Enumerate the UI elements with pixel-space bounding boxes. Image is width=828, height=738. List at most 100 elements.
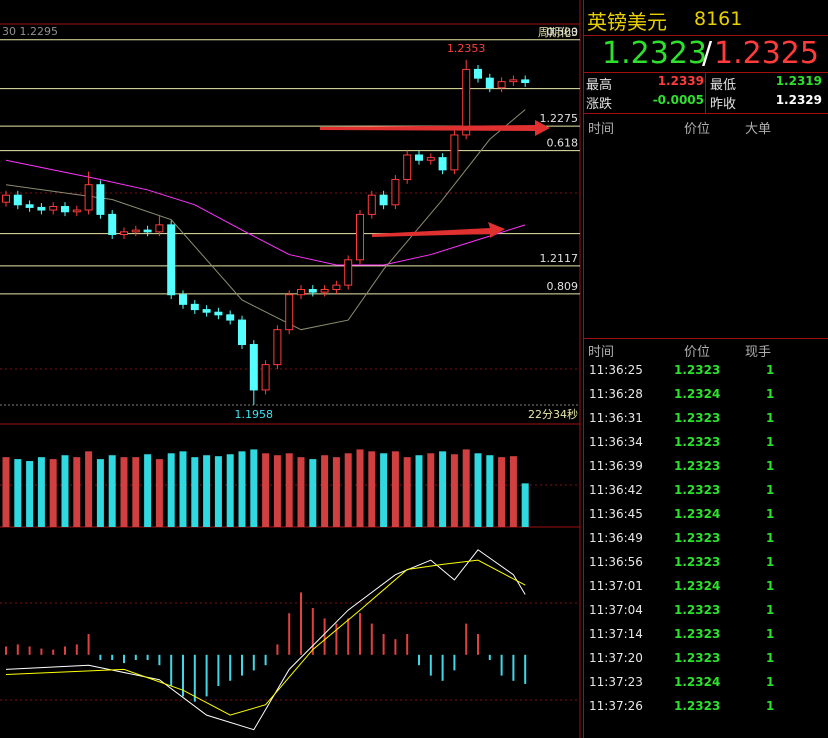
candle-body	[308, 289, 317, 293]
candle-body	[485, 77, 494, 89]
volume-bar	[37, 457, 45, 527]
volume-bar	[486, 455, 494, 527]
macd-bar	[418, 654, 420, 666]
volume-bar	[96, 459, 104, 527]
time-left: 22分34秒	[528, 407, 578, 421]
candle-body	[297, 289, 305, 296]
tick-size: 1	[766, 435, 775, 449]
candle-body	[2, 194, 10, 203]
divider	[583, 72, 828, 73]
column-header: 时间	[588, 122, 615, 137]
macd-bar	[170, 654, 173, 686]
candle-body	[167, 224, 176, 296]
candle-body	[320, 289, 329, 293]
volume-bar	[2, 457, 10, 527]
instrument-code: 8161	[694, 8, 743, 30]
macd-bar	[311, 608, 314, 655]
tick-size: 1	[766, 459, 775, 473]
candle-body	[521, 79, 530, 84]
volume-bar	[403, 457, 411, 527]
volume-bar	[73, 457, 81, 527]
candle-body	[438, 157, 447, 171]
volume-bar	[26, 461, 34, 527]
candle-body	[344, 259, 353, 286]
volume-bar	[49, 459, 57, 527]
tick-size: 1	[766, 603, 775, 617]
volume-bar	[344, 453, 352, 527]
arrow	[320, 120, 550, 136]
macd-bar	[465, 623, 468, 655]
candle-body	[391, 178, 400, 206]
macd-bar	[252, 654, 255, 671]
candle-body	[131, 229, 140, 233]
volume-bar	[144, 454, 152, 527]
low-label: 1.1958	[235, 408, 274, 421]
candle-body	[155, 224, 164, 233]
macd-bar	[99, 654, 102, 660]
tick-price: 1.2323	[674, 555, 721, 569]
instrument-name: 英镑美元	[587, 10, 667, 34]
tick-price: 1.2323	[674, 699, 721, 713]
stat-value: -0.0005	[652, 93, 704, 107]
macd-bar	[524, 654, 527, 684]
tick-size: 1	[766, 531, 775, 545]
volume-bar	[321, 455, 329, 527]
volume-bar	[427, 453, 435, 527]
column-header: 时间	[588, 345, 615, 360]
tick-time: 11:36:25	[589, 363, 643, 377]
candle-body	[37, 206, 46, 211]
macd-bar	[205, 654, 208, 697]
volume-bar	[85, 451, 93, 527]
volume-bar	[191, 457, 199, 527]
candle-body	[13, 194, 22, 206]
candle-body	[403, 154, 412, 180]
volume-bar	[61, 455, 69, 527]
tick-size: 1	[766, 651, 775, 665]
stat-label: 最高	[586, 78, 613, 93]
tick-time: 11:36:45	[589, 507, 643, 521]
tick-size: 1	[766, 483, 775, 497]
macd-bar	[370, 623, 373, 655]
macd-bar	[441, 654, 444, 681]
volume-bar	[108, 455, 116, 527]
tick-price: 1.2323	[674, 531, 721, 545]
macd-bar	[75, 644, 78, 655]
macd-bar	[193, 654, 196, 702]
macd-bar	[488, 654, 491, 660]
macd-bar	[40, 648, 43, 655]
tick-time: 11:37:01	[589, 579, 643, 593]
candle-body	[426, 157, 435, 161]
tick-time: 11:37:14	[589, 627, 643, 641]
volume-bar	[14, 459, 22, 527]
candle-body	[450, 134, 459, 171]
macd-bar	[512, 654, 515, 681]
stat-label: 涨跌	[586, 97, 613, 112]
divider	[705, 73, 706, 113]
tick-price: 1.2323	[674, 435, 721, 449]
macd-bar	[87, 634, 90, 655]
candle-body	[108, 213, 117, 235]
tick-time: 11:37:20	[589, 651, 643, 665]
candle-body	[367, 194, 376, 215]
macd-bar	[323, 618, 326, 655]
volume-bar	[203, 455, 211, 527]
tick-price: 1.2323	[674, 459, 721, 473]
header-left: 30 1.2295	[2, 25, 58, 38]
volume-bar	[380, 453, 388, 527]
macd-bar	[16, 644, 19, 655]
stat-value: 1.2319	[775, 74, 822, 88]
volume-bar	[273, 455, 281, 527]
level-label: 0.809	[547, 280, 579, 293]
macd-bar	[288, 613, 291, 655]
volume-bar	[368, 451, 376, 527]
volume-bar	[509, 456, 517, 527]
macd-bar	[359, 613, 361, 655]
macd-bar	[229, 654, 232, 681]
candle-body	[238, 319, 246, 346]
price-separator: /	[702, 36, 713, 71]
candle-body	[143, 229, 152, 233]
tick-size: 1	[766, 387, 775, 401]
column-header: 现手	[745, 345, 772, 360]
macd-line	[5, 549, 526, 731]
